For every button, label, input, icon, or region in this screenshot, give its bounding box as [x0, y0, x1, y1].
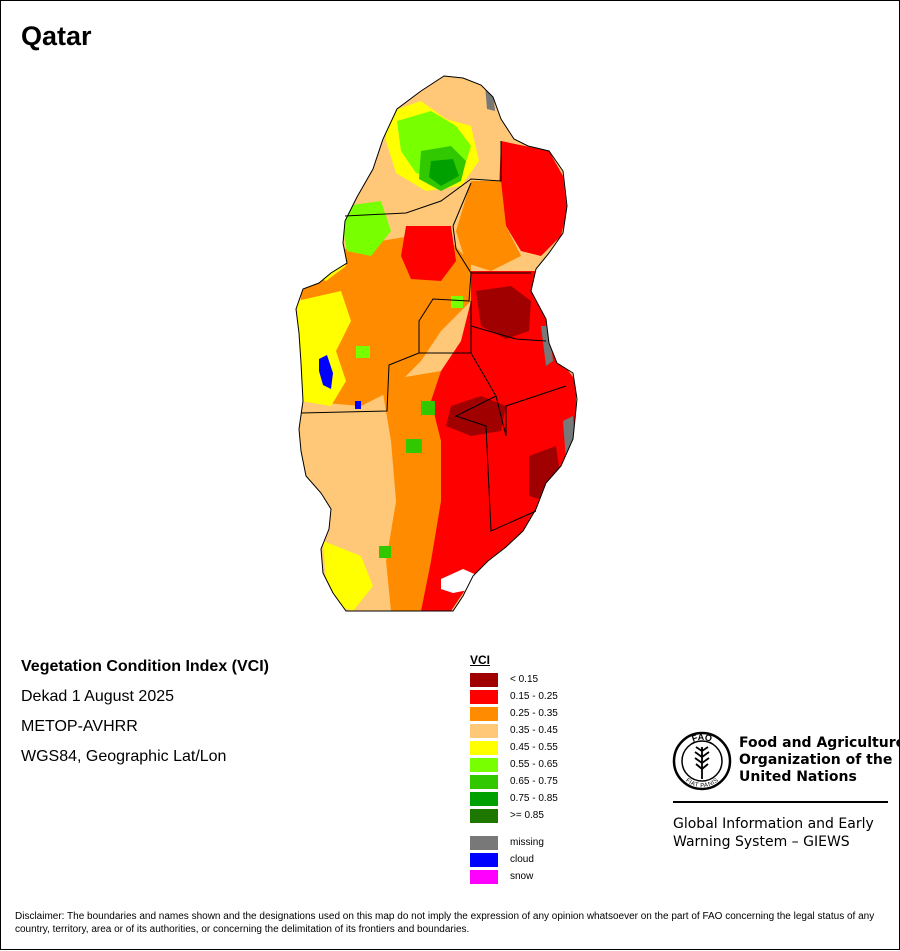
legend-swatch: [470, 808, 498, 823]
giews-line: Global Information and Early: [673, 816, 874, 832]
vci-patch-green-3: [379, 546, 391, 558]
legend-row: 0.65 - 0.75: [470, 773, 558, 790]
logo-top-text: FAO: [690, 732, 713, 744]
vci-patch-lightgreen-2: [451, 296, 463, 308]
vci-zone-central-red: [401, 226, 456, 281]
admin-boundary: [454, 352, 537, 532]
legend-label: 0.55 - 0.65: [510, 759, 558, 770]
fao-logo-icon: FAO FIAT PANIS: [672, 731, 732, 791]
legend-row: 0.35 - 0.45: [470, 722, 558, 739]
vci-zone-darkred-1: [476, 286, 531, 339]
vci-zone-darkred-3: [529, 446, 561, 501]
legend-swatch: [470, 835, 498, 850]
vci-raster: [296, 76, 577, 611]
admin-boundary: [452, 225, 531, 274]
giews-name: Global Information and Early Warning Sys…: [673, 815, 874, 851]
fao-name-line: Food and Agriculture: [739, 735, 900, 751]
vci-patch-green-1: [421, 401, 435, 415]
svg-text:FAO: FAO: [690, 732, 713, 744]
info-projection: WGS84, Geographic Lat/Lon: [21, 748, 227, 765]
legend-swatch: [470, 852, 498, 867]
map-info: Vegetation Condition Index (VCI) Dekad 1…: [21, 657, 269, 777]
legend-special: missing cloud snow: [470, 834, 558, 885]
legend-label: 0.45 - 0.55: [510, 742, 558, 753]
legend-gap: [470, 824, 558, 834]
legend-label: cloud: [510, 854, 534, 865]
admin-boundaries: [300, 141, 567, 532]
legend-swatch: [470, 672, 498, 687]
vci-legend: VCI < 0.15 0.15 - 0.25 0.25 - 0.35 0.35 - 0…: [470, 653, 558, 885]
legend-label: missing: [510, 837, 544, 848]
admin-boundary: [452, 182, 472, 227]
vci-zone-sw-yellow: [323, 541, 373, 611]
legend-label: >= 0.85: [510, 810, 544, 821]
legend-classes: < 0.15 0.15 - 0.25 0.25 - 0.35 0.35 - 0.45 0…: [470, 671, 558, 824]
legend-label: 0.25 - 0.35: [510, 708, 558, 719]
vci-zone-cloud: [319, 355, 333, 389]
vci-zone-west-yellow: [297, 291, 351, 406]
legend-row: 0.15 - 0.25: [470, 688, 558, 705]
giews-line: Warning System – GIEWS: [673, 834, 850, 850]
legend-label: < 0.15: [510, 674, 539, 685]
legend-row: 0.45 - 0.55: [470, 739, 558, 756]
logo-bottom-text: FIAT PANIS: [684, 778, 719, 790]
legend-swatch: [470, 869, 498, 884]
legend-swatch: [470, 723, 498, 738]
legend-row: snow: [470, 868, 558, 885]
legend-row: 0.55 - 0.65: [470, 756, 558, 773]
legend-row: cloud: [470, 851, 558, 868]
legend-swatch: [470, 689, 498, 704]
legend-swatch: [470, 791, 498, 806]
legend-label: 0.15 - 0.25: [510, 691, 558, 702]
vci-zone-northeast-red: [499, 141, 567, 256]
legend-label: 0.35 - 0.45: [510, 725, 558, 736]
legend-label: 0.75 - 0.85: [510, 793, 558, 804]
legend-row: >= 0.85: [470, 807, 558, 824]
svg-text:FIAT PANIS: FIAT PANIS: [684, 778, 719, 790]
admin-boundary: [470, 301, 547, 342]
fao-name-line: United Nations: [739, 769, 857, 785]
legend-label: snow: [510, 871, 534, 882]
legend-swatch: [470, 757, 498, 772]
admin-boundary: [300, 272, 472, 414]
vci-zone-northeast-orange: [456, 181, 521, 271]
vci-patch-cloud-2: [355, 401, 361, 409]
info-index-title: Vegetation Condition Index (VCI): [21, 658, 269, 675]
legend-label: 0.65 - 0.75: [510, 776, 558, 787]
legend-swatch: [470, 774, 498, 789]
fao-name: Food and Agriculture Organization of the…: [739, 735, 900, 786]
legend-row: 0.75 - 0.85: [470, 790, 558, 807]
legend-swatch: [470, 706, 498, 721]
legend-row: missing: [470, 834, 558, 851]
vci-zone-darkred-2: [446, 396, 506, 436]
legend-row: 0.25 - 0.35: [470, 705, 558, 722]
legend-swatch: [470, 740, 498, 755]
fao-name-line: Organization of the: [739, 752, 893, 768]
info-period: Dekad 1 August 2025: [21, 688, 175, 705]
vci-zone-east-red: [421, 271, 576, 611]
admin-boundary: [344, 141, 502, 217]
map-title: Qatar: [21, 21, 92, 51]
info-sensor: METOP-AVHRR: [21, 718, 138, 735]
legend-row: < 0.15: [470, 671, 558, 688]
disclaimer: Disclaimer: The boundaries and names sho…: [15, 911, 875, 935]
vci-patch-green-2: [406, 439, 422, 453]
vci-zone-north-darkgreen: [429, 159, 459, 186]
vci-patch-lightgreen-1: [356, 346, 370, 358]
admin-boundary: [495, 385, 567, 437]
fao-divider: [673, 801, 888, 803]
legend-title: VCI: [470, 653, 491, 667]
